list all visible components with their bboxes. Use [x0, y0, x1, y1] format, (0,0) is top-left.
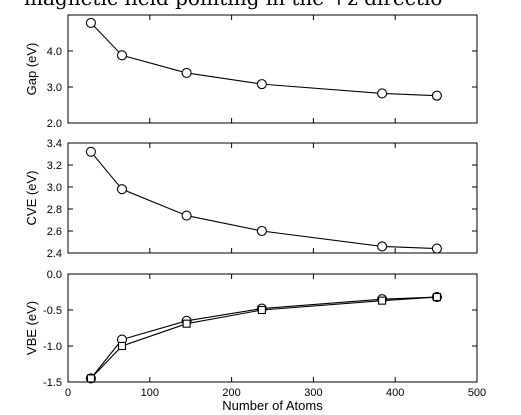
data-point-circle — [256, 79, 267, 90]
data-point-circle — [85, 146, 96, 157]
data-point-circle — [377, 88, 388, 99]
y-tick-label: -1.5 — [43, 377, 62, 389]
panels: 2.0 3.0 4.0 Gap (eV) 2.4 2.6 2.8 3.0 3.2 3.4 CVE (… — [24, 14, 486, 413]
data-point-circle — [377, 241, 388, 252]
series-line-1 — [90, 151, 437, 250]
y-tick-label: 4.0 — [47, 46, 62, 58]
header-cut-text: magnetic field pointing in the +z direct… — [24, 0, 442, 10]
chart-panel-2: 2.4 2.6 2.8 3.0 3.2 3.4 CVE (eV) — [24, 138, 478, 260]
y-axis-label: CVE (eV) — [24, 171, 39, 226]
plot-frame — [67, 273, 478, 383]
y-axis-label: Gap (eV) — [24, 43, 39, 96]
data-point-square — [257, 305, 266, 315]
data-point-circle — [116, 50, 128, 61]
x-tick-label: 500 — [468, 387, 486, 399]
y-tick-label: -1.0 — [43, 341, 62, 353]
data-point-square — [432, 292, 441, 302]
y-tick-label: 2.6 — [47, 226, 62, 238]
y-tick-label: 3.2 — [47, 160, 62, 172]
plot-frame — [67, 14, 478, 124]
plot-frame — [67, 142, 478, 254]
x-tick-label: 200 — [222, 387, 240, 399]
series-line-1 — [90, 22, 437, 97]
y-axis-label: VBE (eV) — [24, 301, 39, 355]
chart-panel-3: -1.5 -1.0 -0.5 0.0 0 100 200 300 400 500 VBE (eV) N… — [24, 269, 486, 413]
y-tick-label: -0.5 — [43, 305, 62, 317]
data-point-circle — [116, 184, 128, 195]
x-axis-label: Number of Atoms — [222, 398, 323, 413]
x-tick-label: 300 — [304, 387, 322, 399]
x-tick-label: 0 — [65, 387, 71, 399]
data-point-square — [117, 341, 127, 351]
y-tick-label: 3.4 — [47, 138, 62, 150]
data-point-circle — [181, 210, 192, 221]
y-tick-label: 2.4 — [47, 248, 62, 260]
x-tick-label: 100 — [141, 387, 159, 399]
data-point-circle — [431, 90, 442, 101]
data-point-square — [182, 319, 191, 328]
data-point-circle — [256, 225, 267, 237]
data-point-square — [86, 374, 95, 383]
y-tick-label: 3.0 — [47, 182, 62, 194]
data-point-square — [378, 296, 387, 305]
y-tick-label: 0.0 — [47, 269, 62, 281]
series-line-2 — [90, 296, 437, 379]
chart-panel-1: 2.0 3.0 4.0 Gap (eV) — [24, 14, 478, 130]
y-tick-label: 2.0 — [47, 118, 62, 130]
x-tick-label: 400 — [386, 387, 404, 399]
series-line-1 — [90, 296, 437, 379]
data-point-circle — [181, 67, 192, 79]
y-tick-label: 3.0 — [47, 82, 62, 94]
data-point-circle — [85, 17, 96, 28]
data-point-circle — [431, 243, 442, 254]
y-tick-label: 2.8 — [47, 204, 62, 216]
